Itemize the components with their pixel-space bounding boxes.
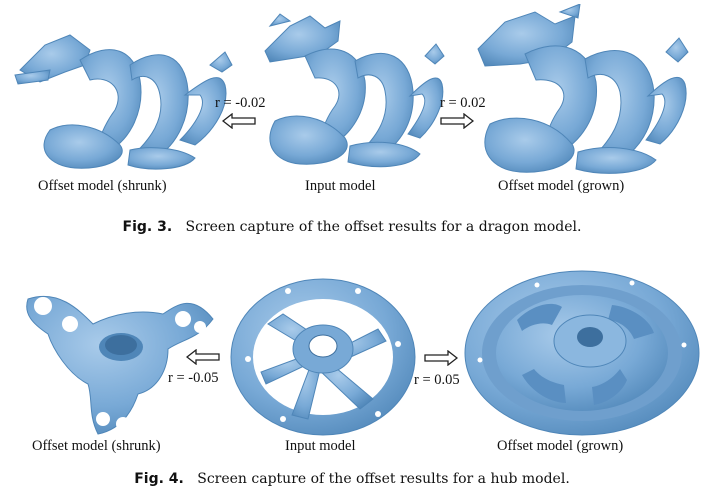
- figure-3: r = -0.02 r = 0.02 Offset model (shrunk)…: [0, 0, 704, 245]
- fig3-label-shrunk: Offset model (shrunk): [38, 178, 167, 194]
- fig4-arrow-right-label: r = 0.05: [414, 372, 460, 388]
- fig3-arrow-left-label: r = -0.02: [215, 95, 266, 111]
- fig4-arrow-left-label: r = -0.05: [168, 370, 219, 386]
- fig3-caption-tag: Fig. 3.: [122, 219, 173, 235]
- fig4-caption: Fig. 4. Screen capture of the offset res…: [0, 471, 704, 487]
- arrow-left-icon: [222, 113, 256, 129]
- fig3-caption: Fig. 3. Screen capture of the offset res…: [0, 219, 704, 235]
- arrow-left-icon: [186, 349, 220, 365]
- fig4-label-input: Input model: [285, 438, 356, 454]
- fig3-label-grown: Offset model (grown): [498, 178, 625, 194]
- fig4-caption-tag: Fig. 4.: [134, 471, 184, 487]
- hub-grown-image: [464, 270, 700, 436]
- arrow-right-icon: [424, 350, 458, 366]
- fig4-caption-text: Screen capture of the offset results for…: [197, 471, 570, 487]
- arrow-right-icon: [440, 113, 474, 129]
- dragon-shrunk-image: [14, 34, 233, 170]
- fig3-caption-text: Screen capture of the offset results for…: [185, 219, 582, 235]
- fig3-label-input: Input model: [305, 178, 376, 194]
- fig4-label-grown: Offset model (grown): [497, 438, 624, 454]
- fig4-label-shrunk: Offset model (shrunk): [32, 438, 161, 454]
- fig3-arrow-right-label: r = 0.02: [440, 95, 486, 111]
- figure-4: r = -0.05 r = 0.05: [0, 255, 704, 491]
- hub-shrunk-image: [26, 295, 214, 435]
- hub-input-image: [230, 278, 416, 436]
- dragon-grown-image: [477, 4, 689, 174]
- dragon-input-image: [264, 13, 445, 168]
